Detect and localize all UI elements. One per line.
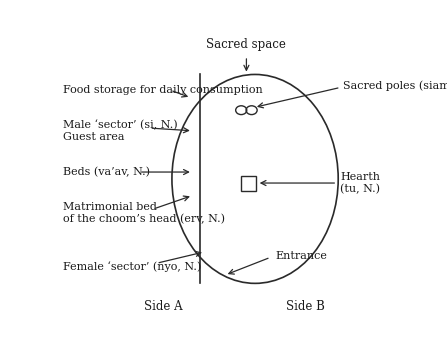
Text: Sacred space: Sacred space bbox=[207, 38, 287, 51]
Text: Male ‘sector’ (si, N.)
Guest area: Male ‘sector’ (si, N.) Guest area bbox=[63, 120, 177, 142]
Text: Sacred poles (siamzi, N.): Sacred poles (siamzi, N.) bbox=[343, 80, 447, 91]
Text: Female ‘sector’ (nyo, N.): Female ‘sector’ (nyo, N.) bbox=[63, 261, 201, 272]
Text: Entrance: Entrance bbox=[276, 251, 328, 261]
Text: Beds (va’av, N.): Beds (va’av, N.) bbox=[63, 167, 150, 177]
Text: Food storage for daily consumption: Food storage for daily consumption bbox=[63, 85, 262, 95]
Text: Side A: Side A bbox=[144, 300, 182, 313]
Text: Side B: Side B bbox=[286, 300, 325, 313]
Text: Hearth
(tu, N.): Hearth (tu, N.) bbox=[340, 172, 380, 194]
Bar bbox=[241, 176, 256, 191]
Text: Matrimonial bed
of the choom’s head (erv, N.): Matrimonial bed of the choom’s head (erv… bbox=[63, 202, 225, 224]
